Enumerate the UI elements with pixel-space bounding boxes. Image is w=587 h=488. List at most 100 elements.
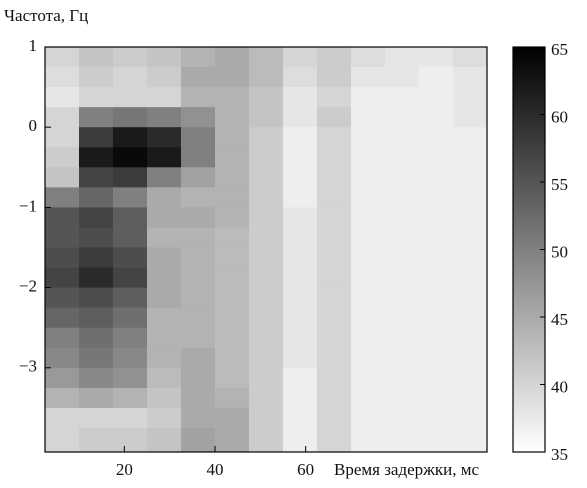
- heat-cell: [317, 107, 352, 128]
- heat-cell: [147, 307, 182, 329]
- heat-cell: [45, 367, 80, 389]
- heat-cell: [351, 267, 386, 289]
- heat-cell: [453, 247, 488, 269]
- heat-cell: [79, 67, 114, 88]
- heat-cell: [181, 327, 216, 349]
- heat-cell: [215, 47, 250, 68]
- heat-cell: [317, 167, 352, 188]
- heat-cell: [215, 87, 250, 108]
- heat-cell: [419, 327, 454, 349]
- heat-cell: [317, 207, 352, 228]
- heat-cell: [385, 307, 420, 329]
- heat-cell: [385, 347, 420, 369]
- heat-cell: [113, 427, 148, 453]
- heat-cell: [283, 267, 318, 289]
- heat-cell: [351, 307, 386, 329]
- heat-cell: [181, 127, 216, 148]
- heat-cell: [215, 287, 250, 309]
- heat-cell: [249, 67, 284, 88]
- heat-cell: [419, 167, 454, 188]
- heat-cell: [249, 267, 284, 289]
- heat-cell: [113, 287, 148, 309]
- heat-cell: [317, 407, 352, 429]
- heat-cell: [45, 107, 80, 128]
- y-tick-label: 1: [29, 36, 38, 55]
- heat-cell: [215, 267, 250, 289]
- x-axis-label: Время задержки, мс: [334, 460, 480, 479]
- heat-cell: [351, 227, 386, 248]
- heat-cell: [419, 67, 454, 88]
- heat-cell: [147, 327, 182, 349]
- heat-cell: [147, 267, 182, 289]
- heat-cell: [45, 67, 80, 88]
- heat-cell: [79, 367, 114, 389]
- heat-cell: [419, 127, 454, 148]
- heat-cell: [283, 167, 318, 188]
- heat-cell: [181, 347, 216, 369]
- heat-cell: [385, 227, 420, 248]
- heat-cell: [283, 327, 318, 349]
- heat-cell: [419, 207, 454, 228]
- heat-cell: [147, 187, 182, 208]
- heat-cell: [351, 387, 386, 409]
- heat-cell: [113, 107, 148, 128]
- heat-cell: [419, 307, 454, 329]
- heat-cell: [147, 107, 182, 128]
- heat-cell: [147, 247, 182, 269]
- x-tick-label: 20: [116, 460, 133, 479]
- heat-cell: [181, 227, 216, 248]
- heat-cell: [283, 47, 318, 68]
- heat-cell: [419, 87, 454, 108]
- heat-cell: [419, 227, 454, 248]
- heat-cell: [419, 287, 454, 309]
- heat-cell: [113, 407, 148, 429]
- heat-cell: [147, 127, 182, 148]
- heat-cell: [215, 207, 250, 228]
- heat-cell: [317, 267, 352, 289]
- heat-cell: [147, 367, 182, 389]
- heat-cell: [317, 147, 352, 168]
- heat-cell: [113, 67, 148, 88]
- heat-cell: [45, 407, 80, 429]
- x-tick-label: 60: [297, 460, 314, 479]
- colorbar-tick-label: 50: [551, 242, 568, 261]
- heat-cell: [215, 147, 250, 168]
- heat-cell: [249, 367, 284, 389]
- heat-cell: [113, 367, 148, 389]
- heat-cell: [181, 107, 216, 128]
- heat-cell: [317, 187, 352, 208]
- heat-cell: [45, 227, 80, 248]
- heat-cell: [385, 387, 420, 409]
- heat-cell: [453, 67, 488, 88]
- heat-cell: [249, 387, 284, 409]
- heat-cell: [79, 147, 114, 168]
- heat-cell: [45, 287, 80, 309]
- heat-cell: [113, 147, 148, 168]
- heat-cell: [283, 387, 318, 409]
- heat-cell: [419, 267, 454, 289]
- heat-cell: [317, 307, 352, 329]
- heat-cell: [181, 87, 216, 108]
- heat-cell: [147, 407, 182, 429]
- plot-frame: [44, 46, 488, 453]
- heat-cell: [351, 427, 386, 453]
- heat-cell: [453, 267, 488, 289]
- heat-cell: [317, 247, 352, 269]
- heat-cell: [385, 287, 420, 309]
- heat-cell: [215, 347, 250, 369]
- heat-cell: [351, 347, 386, 369]
- heat-cell: [79, 247, 114, 269]
- heat-cell: [385, 267, 420, 289]
- heat-cell: [317, 327, 352, 349]
- heat-cell: [351, 127, 386, 148]
- heat-cell: [249, 427, 284, 453]
- heat-cell: [249, 307, 284, 329]
- heat-cell: [147, 207, 182, 228]
- heat-cell: [215, 307, 250, 329]
- heat-cell: [385, 107, 420, 128]
- heat-cell: [317, 227, 352, 248]
- colorbar-tick-label: 60: [551, 107, 568, 126]
- heat-cell: [419, 427, 454, 453]
- heat-cell: [249, 127, 284, 148]
